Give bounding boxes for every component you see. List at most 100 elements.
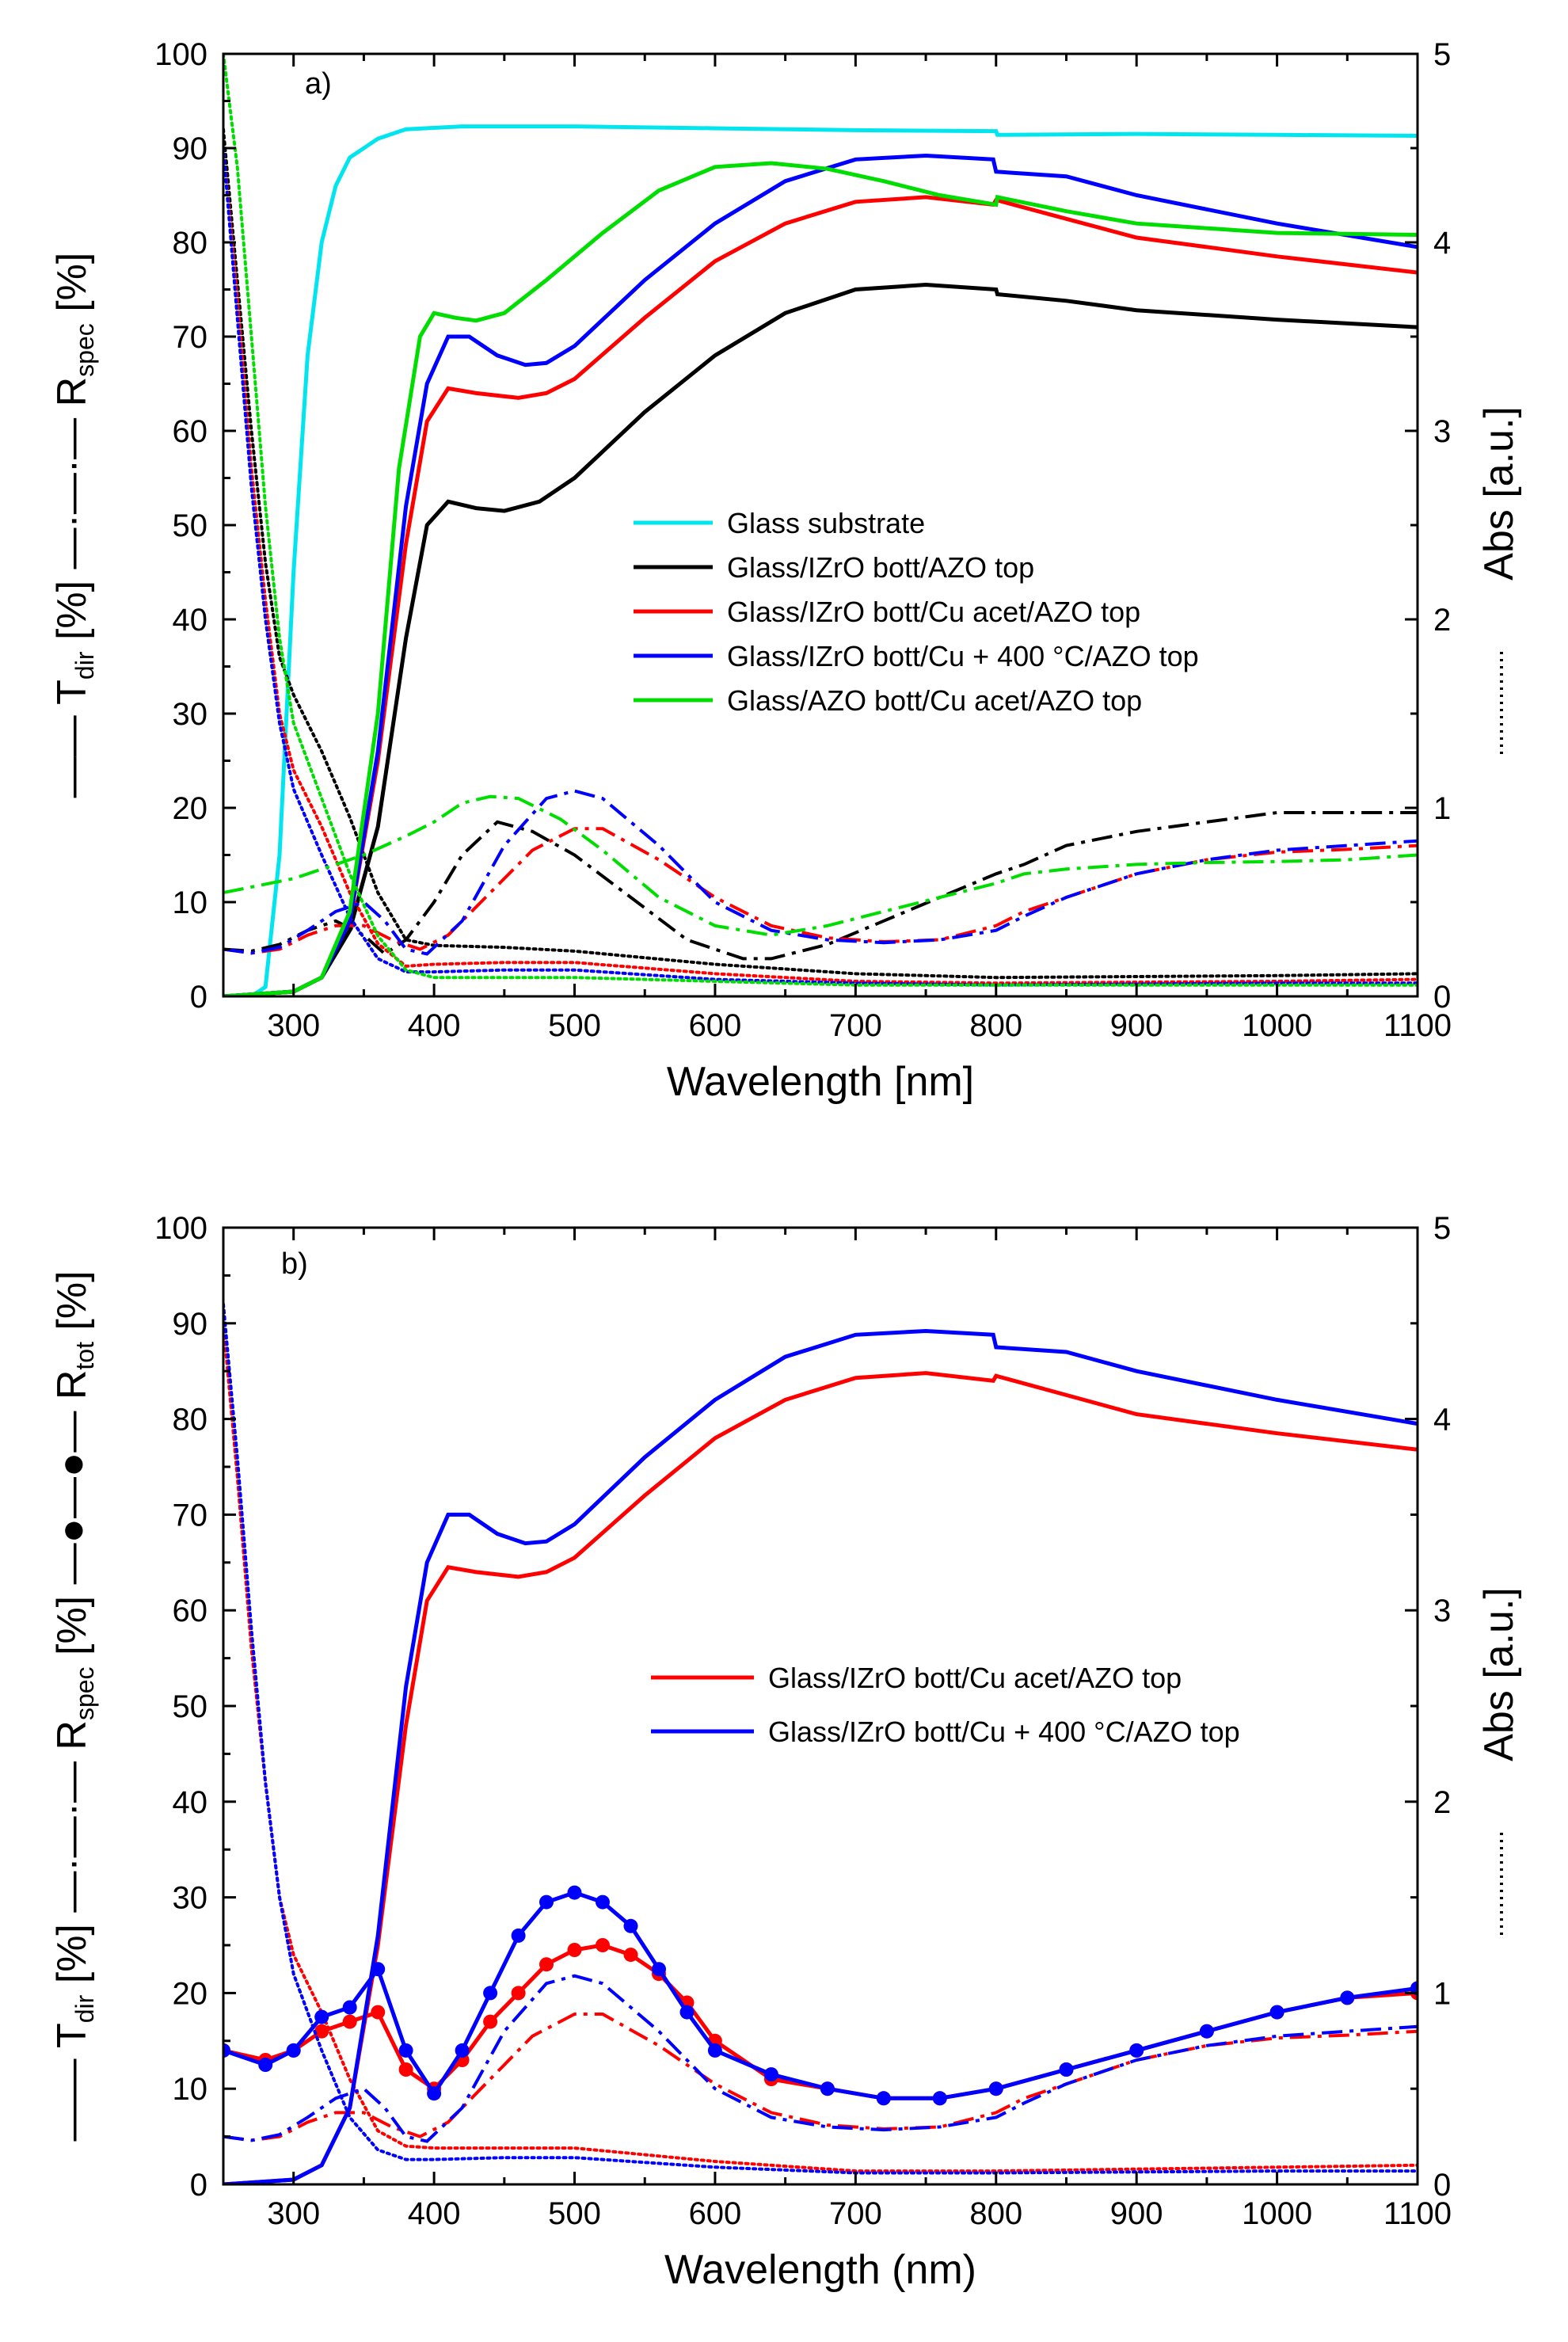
- panel-a: 300 400 500 600 700 800 900 1000 110001020304050…: [49, 37, 1522, 1105]
- panel-label: b): [281, 1247, 308, 1281]
- x-axis-title: Wavelength (nm): [664, 2247, 976, 2293]
- series-1-total-reflectance-point: [623, 1948, 638, 1963]
- label-t-sub: dir: [70, 651, 99, 680]
- series-2-total-reflectance-point: [286, 2043, 301, 2058]
- series-4-transmittance-line: [223, 153, 1418, 996]
- series-4-reflectance-line: [223, 789, 1418, 956]
- y-left-tick-label: 60: [173, 414, 208, 449]
- y-left-tick-label: 90: [173, 1307, 208, 1342]
- series-1-total-reflectance-point: [371, 2005, 386, 2020]
- y-right-tick-label: 0: [1433, 2168, 1451, 2203]
- series-1-total-reflectance-point: [567, 1943, 582, 1957]
- series-2-total-reflectance-point: [707, 2043, 722, 2058]
- y-right-tick-label: 3: [1433, 1594, 1451, 1628]
- y-left-tick-label: 100: [154, 37, 207, 72]
- plot-area: [223, 1302, 1418, 2184]
- series-5-absorbance-line: [223, 54, 1418, 987]
- label-t-sub: dir: [70, 1994, 99, 2023]
- y-left-tick-label: 10: [173, 885, 208, 920]
- y-right-tick-label: 5: [1433, 1211, 1451, 1246]
- label-r-sub: spec: [70, 323, 99, 377]
- x-tick-label: 700: [829, 2196, 882, 2231]
- legend-entry: Glass substrate: [727, 507, 925, 539]
- x-tick-label: 1100: [1383, 2196, 1452, 2231]
- y-left-tick-label: 30: [173, 697, 208, 732]
- series-1-total-reflectance-point: [511, 1986, 526, 2001]
- label-t: —— T: [49, 680, 95, 798]
- x-tick-label: 900: [1110, 1008, 1163, 1043]
- series-1-total-reflectance-point: [398, 2062, 413, 2077]
- x-tick-label: 500: [548, 2196, 601, 2231]
- series-2-total-reflectance-point: [371, 1962, 386, 1977]
- series-2-total-reflectance-point: [483, 1986, 498, 2001]
- panel-label: a): [305, 67, 332, 101]
- y-right-tick-label: 4: [1433, 1403, 1451, 1438]
- series-2-total-reflectance-point: [679, 2005, 695, 2020]
- label-t: —— T: [49, 2023, 95, 2141]
- series-1-total-reflectance-point: [539, 1957, 554, 1972]
- y-left-tick-label: 40: [173, 1785, 208, 1820]
- label-r: —·—·— R: [49, 377, 95, 581]
- y-right-tick-label: 1: [1433, 791, 1451, 826]
- label-t-unit: [%]: [49, 581, 95, 652]
- y-right-tick-label: 2: [1433, 1785, 1451, 1820]
- y-left-tick-label: 50: [173, 508, 208, 543]
- y-left-tick-label: 30: [173, 1881, 208, 1916]
- legend: Glass substrate Glass/IZrO bott/AZO top Gl…: [634, 507, 1199, 717]
- series-2-total-reflectance-point: [258, 2058, 273, 2072]
- y-left-tick-label: 40: [173, 603, 208, 638]
- series-2-total-reflectance-point: [596, 1895, 610, 1910]
- x-tick-label: 800: [969, 1008, 1022, 1043]
- label-rt-sub: tot: [70, 1342, 99, 1370]
- legend-entry: Glass/IZrO bott/Cu + 400 °C/AZO top: [727, 640, 1199, 672]
- series-1-total-reflectance-point: [314, 2024, 329, 2039]
- x-tick-label: 1100: [1383, 1008, 1452, 1043]
- y-left-axis-label-text: —— Tdir [%] —·—·— Rspec [%]: [49, 253, 99, 798]
- series-2-total-reflectance-point: [427, 2086, 442, 2101]
- series-1-transmittance-line: [223, 124, 1418, 996]
- y-right-tick-label: 2: [1433, 603, 1451, 638]
- series-2-total-reflectance-point: [623, 1918, 638, 1933]
- y-left-axis-title: —— Tdir [%] —·—·— Rspec [%] —●—●— Rtot […: [49, 1270, 99, 2141]
- y-right-axis-title: Abs [a.u.]: [1476, 1587, 1522, 1761]
- series-2-total-reflectance-point: [1410, 1981, 1418, 1996]
- y-left-tick-label: 20: [173, 1976, 208, 2011]
- panel-b: 300 400 500 600 700 800 900 1000 110001020304050…: [49, 1211, 1522, 2293]
- series-2-total-reflectance-point: [1340, 1990, 1355, 2005]
- legend-entry: Glass/IZrO bott/Cu + 400 °C/AZO top: [768, 1716, 1240, 1748]
- label-t-unit: [%]: [49, 1924, 95, 1995]
- x-tick-label: 500: [548, 1008, 601, 1043]
- label-rt: —●—●— R: [49, 1370, 95, 1596]
- legend-entry: Glass/IZrO bott/Cu acet/AZO top: [768, 1662, 1182, 1694]
- label-r-sub: spec: [70, 1666, 99, 1720]
- y-left-tick-label: 70: [173, 320, 208, 355]
- y-right-tick-label: 5: [1433, 37, 1451, 72]
- series-2-total-reflectance-point: [820, 2081, 835, 2096]
- series-2-total-reflectance-point: [223, 2043, 230, 2058]
- series-2-total-reflectance-point: [1129, 2043, 1144, 2058]
- series-2-total-reflectance-point: [539, 1895, 554, 1910]
- y-right-tick-label: 3: [1433, 414, 1451, 449]
- series-1-reflectance-line: [223, 2013, 1418, 2142]
- legend-entry: Glass/IZrO bott/Cu acet/AZO top: [727, 596, 1140, 628]
- series-2-transmittance-line: [223, 282, 1418, 996]
- y-right-tick-label: 0: [1433, 980, 1451, 1015]
- y-right-tick-label: 4: [1433, 226, 1451, 261]
- x-tick-label: 900: [1110, 2196, 1163, 2231]
- series-2-total-reflectance-point: [342, 2000, 357, 2015]
- series-2-total-reflectance-point: [455, 2043, 470, 2058]
- series-2-total-reflectance-point: [1059, 2062, 1074, 2077]
- x-tick-label: 300: [267, 1008, 320, 1043]
- series-5-transmittance-line: [223, 161, 1418, 996]
- y-right-axis-title: Abs [a.u.]: [1476, 406, 1522, 581]
- x-tick-label: 1000: [1242, 2196, 1312, 2231]
- x-tick-label: 600: [689, 1008, 742, 1043]
- series-1-total-reflectance-point: [596, 1938, 610, 1952]
- y-left-tick-label: 100: [154, 1211, 207, 1246]
- series-2-total-reflectance-point: [1269, 2005, 1284, 2020]
- label-r-unit: [%]: [49, 1596, 95, 1667]
- series-2-total-reflectance-point: [876, 2091, 891, 2106]
- label-r: —·—·— R: [49, 1720, 95, 1924]
- x-tick-label: 700: [829, 1008, 882, 1043]
